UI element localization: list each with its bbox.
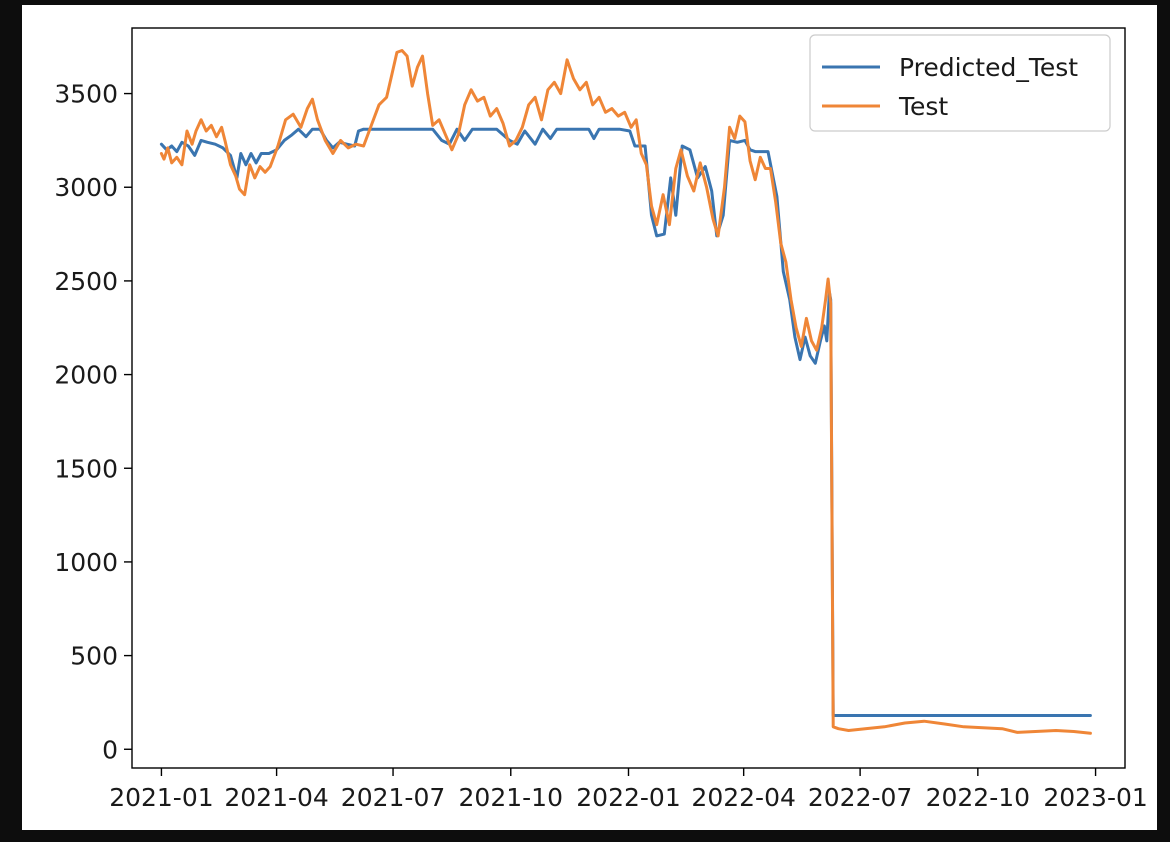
y-tick-label: 3500 — [54, 80, 118, 109]
figure: 0 500 1000 1500 2000 2500 3000 3500 2021-01 2021… — [22, 5, 1157, 830]
x-tick-label: 2022-07 — [808, 783, 912, 812]
y-tick-label: 2000 — [54, 361, 118, 390]
x-tick-label: 2021-04 — [224, 783, 328, 812]
x-tick-label: 2022-04 — [691, 783, 795, 812]
legend-box — [809, 34, 1111, 132]
y-axis: 0 500 1000 1500 2000 2500 3000 3500 — [54, 80, 132, 764]
x-tick-label: 2023-01 — [1043, 783, 1147, 812]
y-tick-label: 2500 — [54, 267, 118, 296]
x-tick-label: 2022-01 — [576, 783, 680, 812]
x-tick-label: 2021-10 — [459, 783, 563, 812]
y-tick-label: 1000 — [54, 548, 118, 577]
legend-label-predicted-test: Predicted_Test — [899, 53, 1078, 82]
y-tick-label: 3000 — [54, 173, 118, 202]
series-line-predicted-test — [159, 127, 1092, 717]
legend: Predicted_Test Test — [809, 34, 1111, 132]
y-tick-label: 0 — [102, 735, 118, 764]
x-tick-label: 2021-01 — [109, 783, 213, 812]
series-layer — [159, 49, 1092, 735]
x-tick-label: 2022-10 — [926, 783, 1030, 812]
x-tick-label: 2021-07 — [341, 783, 445, 812]
x-axis: 2021-01 2021-04 2021-07 2021-10 2022-01 2022-… — [109, 768, 1148, 812]
legend-label-test: Test — [898, 92, 948, 121]
y-tick-label: 1500 — [54, 454, 118, 483]
y-tick-label: 500 — [70, 642, 118, 671]
series-line-test — [159, 49, 1092, 735]
